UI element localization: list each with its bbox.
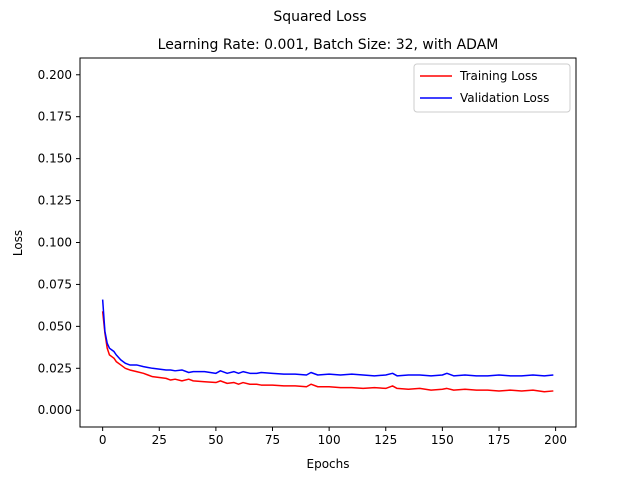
x-tick-label: 150 [431, 433, 454, 447]
y-tick-label: 0.000 [38, 403, 72, 417]
legend-label: Validation Loss [460, 91, 549, 105]
y-tick-label: 0.100 [38, 236, 72, 250]
chart-title: Learning Rate: 0.001, Batch Size: 32, wi… [158, 37, 499, 53]
y-tick-label: 0.125 [38, 194, 72, 208]
x-tick-label: 25 [152, 433, 167, 447]
series-line-validation-loss [101, 299, 554, 377]
y-tick-label: 0.050 [38, 319, 72, 333]
legend: Training Loss Validation Loss [413, 63, 571, 113]
x-axis-label: Epochs [307, 457, 350, 471]
y-tick-label: 0.200 [38, 68, 72, 82]
x-tick-label: 100 [318, 433, 341, 447]
y-tick-label: 0.075 [38, 277, 72, 291]
axes-frame [79, 57, 577, 428]
figure-suptitle: Squared Loss [273, 9, 366, 25]
x-tick-label: 0 [99, 433, 107, 447]
legend-box [413, 63, 571, 113]
x-axis: 0 25 50 75 100 125 150 175 200 [99, 427, 567, 447]
x-tick-label: 50 [208, 433, 223, 447]
legend-label: Training Loss [459, 69, 537, 83]
x-tick-label: 125 [374, 433, 397, 447]
y-axis-label: Loss [11, 230, 25, 256]
y-tick-label: 0.150 [38, 152, 72, 166]
plot-area [101, 299, 554, 393]
x-tick-label: 200 [544, 433, 567, 447]
x-tick-label: 175 [488, 433, 511, 447]
series-line-training-loss [101, 311, 554, 393]
x-tick-label: 75 [265, 433, 280, 447]
y-tick-label: 0.025 [38, 361, 72, 375]
y-tick-label: 0.175 [38, 110, 72, 124]
y-axis: 0.000 0.025 0.050 0.075 0.100 0.125 0.150 0.175… [38, 68, 80, 417]
